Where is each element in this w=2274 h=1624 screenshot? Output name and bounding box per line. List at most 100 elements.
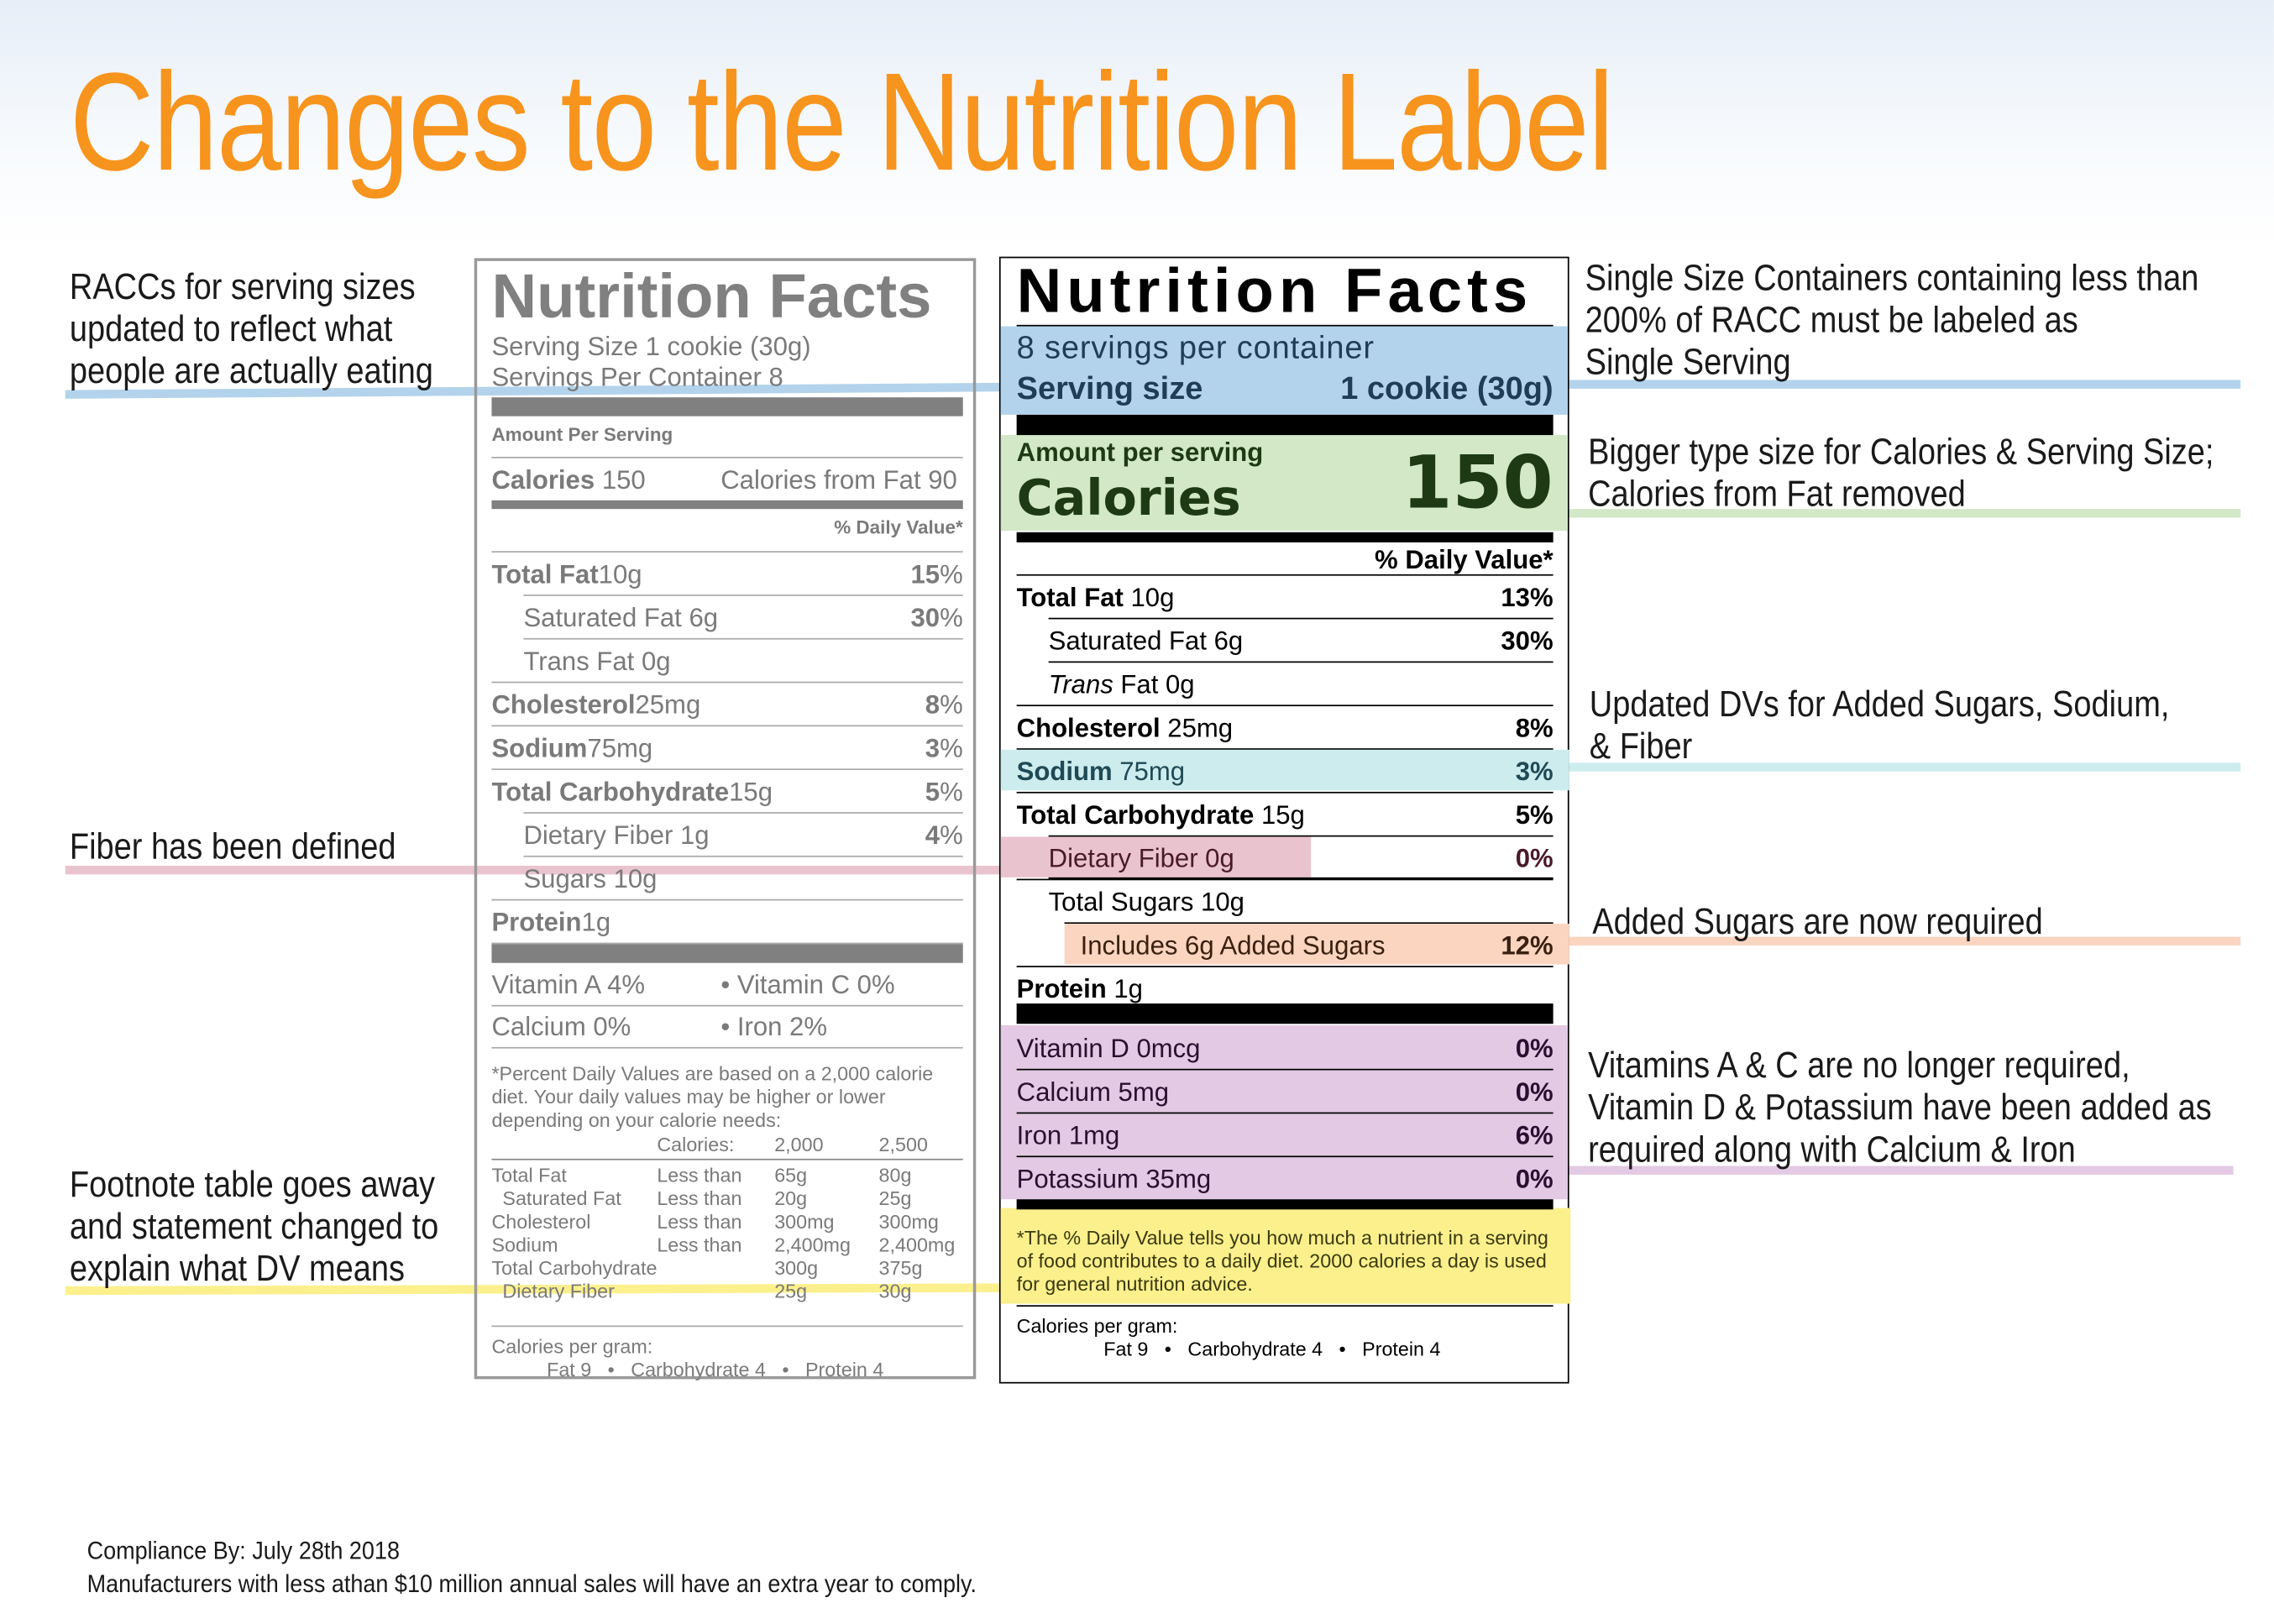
nutrient-name: Total Carbohydrate — [491, 777, 730, 807]
table-cell: 25g — [774, 1280, 808, 1302]
annotation-right: Bigger type size for Calories & Serving … — [1588, 432, 2214, 516]
annotation-line: Updated DVs for Added Sugars, Sodium, — [1589, 684, 2170, 726]
old-nutrient-rows: Total Fat10g 15% Saturated Fat 6g 30% Trans … — [491, 551, 963, 945]
divider — [523, 637, 963, 640]
mineral-name: Potassium 35mg — [1016, 1164, 1212, 1194]
new-calories-value: 150 — [1402, 441, 1554, 526]
new-calories-label: Calories — [1016, 469, 1241, 528]
nutrient-name: Trans — [1048, 669, 1113, 699]
cal-per-gram-values: Fat 9 • Carbohydrate 4 • Protein 4 — [547, 1359, 884, 1381]
nutrient-amount: 75mg — [1112, 757, 1186, 787]
nutrient-amount: 25mg — [1160, 713, 1234, 743]
nutrient-amount: 6g — [1206, 626, 1244, 656]
annotation-line: required along with Calcium & Iron — [1588, 1129, 2076, 1171]
old-serving-size: Serving Size 1 cookie (30g) — [491, 332, 811, 362]
new-nutrient-rows: Total Fat 10g 13% Saturated Fat 6g 30% Trans… — [1000, 574, 1569, 1003]
annotation-line: Added Sugars are now required — [1592, 902, 2043, 943]
highlight-serving — [1000, 326, 1568, 415]
nutrient-name: Total Carbohydrate — [1016, 800, 1255, 830]
dv-percent: % — [940, 733, 963, 763]
calories-label: Calories — [491, 465, 595, 495]
new-servings-per-container: 8 servings per container — [1016, 329, 1375, 366]
dv-percent: % — [940, 603, 963, 632]
nutrient-row: Total Carbohydrate15g 5% — [491, 770, 963, 814]
dv-percent: % — [940, 559, 963, 589]
daily-value: 0% — [1515, 1077, 1554, 1107]
divider — [491, 397, 963, 416]
dv-number: 15 — [910, 559, 941, 589]
old-calories-row: Calories 150 Calories from Fat 90 — [491, 457, 963, 502]
nutrient-amount: 1g — [1106, 974, 1143, 1004]
page-title: Changes to the Nutrition Label — [69, 45, 1614, 201]
table-cell: 2,400mg — [878, 1234, 956, 1256]
mineral-row: Iron 1mg 6% — [1016, 1113, 1554, 1158]
table-cell: 300mg — [878, 1211, 939, 1233]
daily-value: 30% — [1501, 626, 1554, 656]
daily-value: 3% — [925, 726, 963, 770]
mineral-row: Calcium 5mg 0% — [1016, 1071, 1554, 1114]
old-label-title: Nutrition Facts — [491, 264, 932, 331]
nutrient-name: Total Fat — [491, 559, 599, 589]
new-footnote: *The % Daily Value tells you how much a … — [1016, 1227, 1548, 1296]
nutrient-amount: 10g — [605, 864, 658, 893]
daily-value: 6% — [1515, 1120, 1554, 1150]
mineral-row: Potassium 35mg 0% — [1017, 1157, 1554, 1201]
divider — [523, 812, 963, 814]
nutrient-name: Total Fat — [1016, 583, 1124, 612]
cal-per-gram-label: Calories per gram: — [1016, 1315, 1178, 1338]
new-amount-per-serving: Amount per serving — [1016, 437, 1264, 468]
nutrient-amount: 1g — [581, 908, 611, 937]
nutrient-row: Sodium 75mg 3% — [1000, 749, 1569, 794]
nutrient-name: Protein — [491, 908, 582, 937]
annotation-line: Footnote table goes away — [69, 1164, 436, 1206]
nutrient-name: Sodium — [1016, 757, 1113, 787]
new-label-title: Nutrition Facts — [1016, 259, 1533, 324]
table-cell: 300g — [774, 1257, 819, 1280]
table-cell: Saturated Fat — [491, 1187, 621, 1210]
table-header: Calories: 2,000 2,500 — [491, 1134, 963, 1160]
annotation-right: Vitamins A & C are no longer required, Vi… — [1588, 1045, 2212, 1171]
nutrient-row: Dietary Fiber 1g 4% — [491, 814, 963, 857]
new-dv-header: % Daily Value* — [1375, 545, 1554, 574]
nutrient-name: Includes 6g Added Sugars — [1080, 930, 1386, 961]
annotation-right: Updated DVs for Added Sugars, Sodium, & F… — [1590, 684, 2170, 768]
dv-number: 3 — [925, 733, 941, 763]
calories-from-fat: Calories from Fat 90 — [720, 465, 957, 495]
vitamin-right: • Vitamin C 0% — [720, 970, 895, 999]
daily-value: 0% — [1515, 844, 1554, 873]
annotation-line: 200% of RACC must be labeled as — [1585, 300, 2078, 341]
mineral-name: Calcium 5mg — [1016, 1077, 1170, 1107]
table-header-cell: Calories: — [657, 1134, 735, 1156]
dv-percent: % — [940, 690, 963, 720]
nutrient-row: Dietary Fiber 0g 0% — [1000, 836, 1554, 881]
table-cell: 65g — [774, 1164, 808, 1187]
annotation-line: & Fiber — [1589, 726, 1693, 767]
highlight-footnote — [1000, 1208, 1571, 1304]
table-cell: Total Fat — [491, 1164, 567, 1187]
compliance-date: Compliance By: July 28th 2018 — [86, 1537, 400, 1565]
annotation-line: Single Size Containers containing less t… — [1585, 258, 2199, 299]
divider — [1048, 661, 1554, 663]
annotation-line: Vitamins A & C are no longer required, — [1588, 1045, 2130, 1087]
table-cell: Dietary Fiber — [491, 1280, 615, 1302]
nutrient-amount: 15g — [1254, 800, 1305, 830]
table-cell: 2,400mg — [774, 1234, 851, 1256]
nutrient-row: Saturated Fat 6g 30% — [1017, 619, 1554, 663]
nutrient-row: Sodium75mg 3% — [491, 726, 963, 771]
table-row: Cholesterol Less than 300mg 300mg — [491, 1211, 962, 1234]
nutrient-name: Sugars — [523, 864, 606, 893]
annotation-line: updated to reflect what — [69, 308, 393, 350]
old-amount-per-serving: Amount Per Serving — [491, 423, 673, 446]
mineral-row: Vitamin D 0mcg 0% — [1016, 1027, 1554, 1071]
divider — [1016, 414, 1554, 436]
nutrient-name: Saturated Fat — [1048, 626, 1207, 656]
table-cell: Less than — [657, 1234, 742, 1256]
divider — [1048, 617, 1554, 620]
annotation-line: Single Serving — [1585, 342, 1791, 383]
annotation-line: explain what DV means — [69, 1248, 406, 1290]
new-nutrition-label: Nutrition Facts 8 servings per container… — [998, 256, 1571, 1384]
nutrient-amount: 15g — [729, 777, 773, 807]
annotation-line: people are actually eating — [69, 350, 433, 392]
new-calories-per-gram: Calories per gram: Fat 9 • Carbohydrate … — [1016, 1305, 1554, 1361]
